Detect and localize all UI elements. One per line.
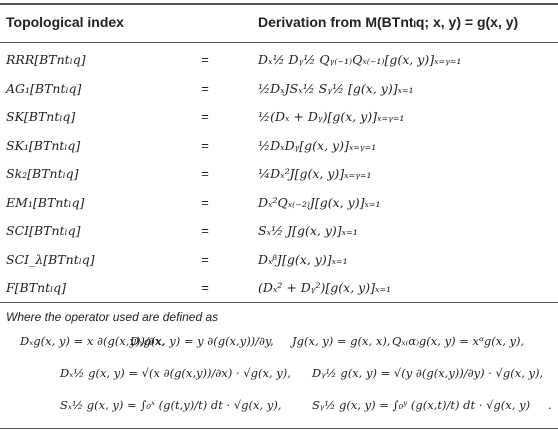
derivation-cell: DₓᵝJ[g(x, y)]ₓ₌₁	[258, 251, 348, 267]
definition: Dₓg(x, y) = x ∂(g(x,y))/∂x,	[20, 334, 165, 348]
derivation-cell: Dₓ²Qₓ₍₋₂₎J[g(x, y)]ₓ₌₁	[258, 194, 381, 210]
derivation-cell: (Dₓ² + Dᵧ²)[g(x, y)]ₓ₌₁	[258, 280, 391, 295]
index-cell: F[BTntₗq]	[6, 280, 67, 295]
derivation-cell: ¼Dₓ²J[g(x, y)]ₓ₌ᵧ₌₁	[258, 166, 372, 181]
header-cell: Derivation from M(BTntₗq; x, y) = g(x, y…	[258, 14, 519, 30]
equals-cell: =	[201, 251, 209, 267]
definition: Jg(x, y) = g(x, x),	[292, 334, 391, 348]
header-rule	[0, 42, 558, 43]
definition: .	[548, 398, 552, 412]
definition: Sᵧ½ g(x, y) = ∫₀ʸ (g(x,t)/t) dt · √g(x, …	[312, 398, 531, 412]
index-cell: Sk₂[BTntₗq]	[6, 166, 79, 181]
derivation-cell: Dₓ½ Dᵧ½ Qᵧ₍₋₁₎Qₓ₍₋₁₎[g(x, y)]ₓ₌ᵧ₌₁	[258, 52, 462, 67]
bottom-rule	[0, 428, 558, 429]
equals-cell: =	[201, 280, 209, 295]
equals-cell: =	[201, 223, 209, 238]
index-cell: SK[BTntₗq]	[6, 109, 76, 124]
definition: Dᵧ½ g(x, y) = √(y ∂(g(x,y))/∂y) · √g(x, …	[312, 366, 544, 380]
definition: Qₓ₍α₎g(x, y) = xᵅg(x, y),	[392, 334, 525, 348]
equals-cell: =	[201, 194, 209, 210]
equals-cell: =	[201, 166, 209, 181]
equals-cell: =	[201, 137, 209, 153]
index-cell: AG₁[BTntₗq]	[6, 80, 82, 96]
index-cell: RRR[BTntₗq]	[6, 52, 86, 67]
definition: Dₓ½ g(x, y) = √(x ∂(g(x,y))/∂x) · √g(x, …	[60, 366, 291, 380]
equals-cell: =	[201, 80, 209, 96]
top-rule	[0, 3, 558, 5]
header-cell: Topological index	[6, 14, 124, 30]
definition: Sₓ½ g(x, y) = ∫₀ˣ (g(t,y)/t) dt · √g(x, …	[60, 398, 282, 412]
derivation-cell: ½DₓJSₓ½ Sᵧ½ [g(x, y)]ₓ₌₁	[258, 80, 414, 96]
equals-cell: =	[201, 52, 209, 67]
footnote-intro: Where the operator used are defined as	[6, 310, 219, 324]
definition: Dᵧg(x, y) = y ∂(g(x,y))/∂y,	[130, 334, 274, 348]
index-cell: SCI[BTntₗq]	[6, 223, 81, 238]
index-cell: EM₁[BTntₗq]	[6, 194, 85, 210]
index-cell: SCI_λ[BTntₗq]	[6, 251, 95, 267]
derivation-cell: ½(Dₓ + Dᵧ)[g(x, y)]ₓ₌ᵧ₌₁	[258, 109, 405, 124]
table-bottom-rule	[0, 302, 558, 303]
derivation-cell: Sₓ½ J[g(x, y)]ₓ₌₁	[258, 223, 358, 238]
index-cell: SK₁[BTntₗq]	[6, 137, 81, 153]
equals-cell: =	[201, 109, 209, 124]
derivation-cell: ½DₓDᵧ[g(x, y)]ₓ₌ᵧ₌₁	[258, 137, 377, 153]
